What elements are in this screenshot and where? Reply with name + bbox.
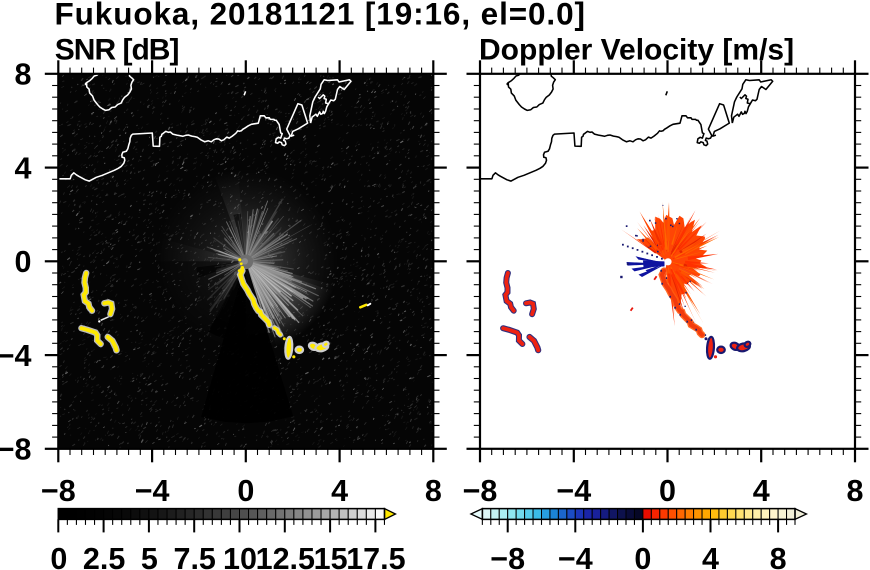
svg-text:7.5: 7.5 — [173, 542, 215, 570]
svg-text:−4: −4 — [135, 474, 170, 508]
svg-text:8: 8 — [425, 474, 442, 508]
svg-text:12.5: 12.5 — [256, 542, 315, 570]
svg-text:15: 15 — [314, 542, 348, 570]
svg-text:−8: −8 — [41, 474, 76, 508]
svg-text:0: 0 — [15, 245, 32, 279]
svg-text:10: 10 — [223, 542, 257, 570]
svg-text:0: 0 — [634, 542, 651, 570]
svg-text:8: 8 — [770, 542, 787, 570]
svg-text:17.5: 17.5 — [346, 542, 405, 570]
svg-text:5: 5 — [141, 542, 158, 570]
svg-text:−4: −4 — [0, 339, 32, 373]
svg-text:0: 0 — [237, 474, 254, 508]
svg-text:4: 4 — [331, 474, 348, 508]
svg-text:4: 4 — [753, 474, 770, 508]
svg-text:Doppler Velocity [m/s]: Doppler Velocity [m/s] — [479, 33, 794, 66]
svg-text:−8: −8 — [490, 542, 525, 570]
svg-text:4: 4 — [702, 542, 719, 570]
svg-text:8: 8 — [847, 474, 864, 508]
svg-text:−4: −4 — [558, 542, 593, 570]
svg-text:−8: −8 — [0, 433, 32, 467]
svg-text:Fukuoka, 20181121 [19:16, el=0: Fukuoka, 20181121 [19:16, el=0.0] — [55, 0, 586, 31]
svg-text:0: 0 — [659, 474, 676, 508]
svg-text:2.5: 2.5 — [83, 542, 125, 570]
svg-text:−8: −8 — [463, 474, 498, 508]
svg-text:4: 4 — [15, 151, 32, 185]
svg-text:0: 0 — [50, 542, 67, 570]
svg-text:−4: −4 — [556, 474, 591, 508]
svg-text:8: 8 — [15, 58, 32, 92]
svg-text:SNR [dB]: SNR [dB] — [55, 33, 179, 66]
